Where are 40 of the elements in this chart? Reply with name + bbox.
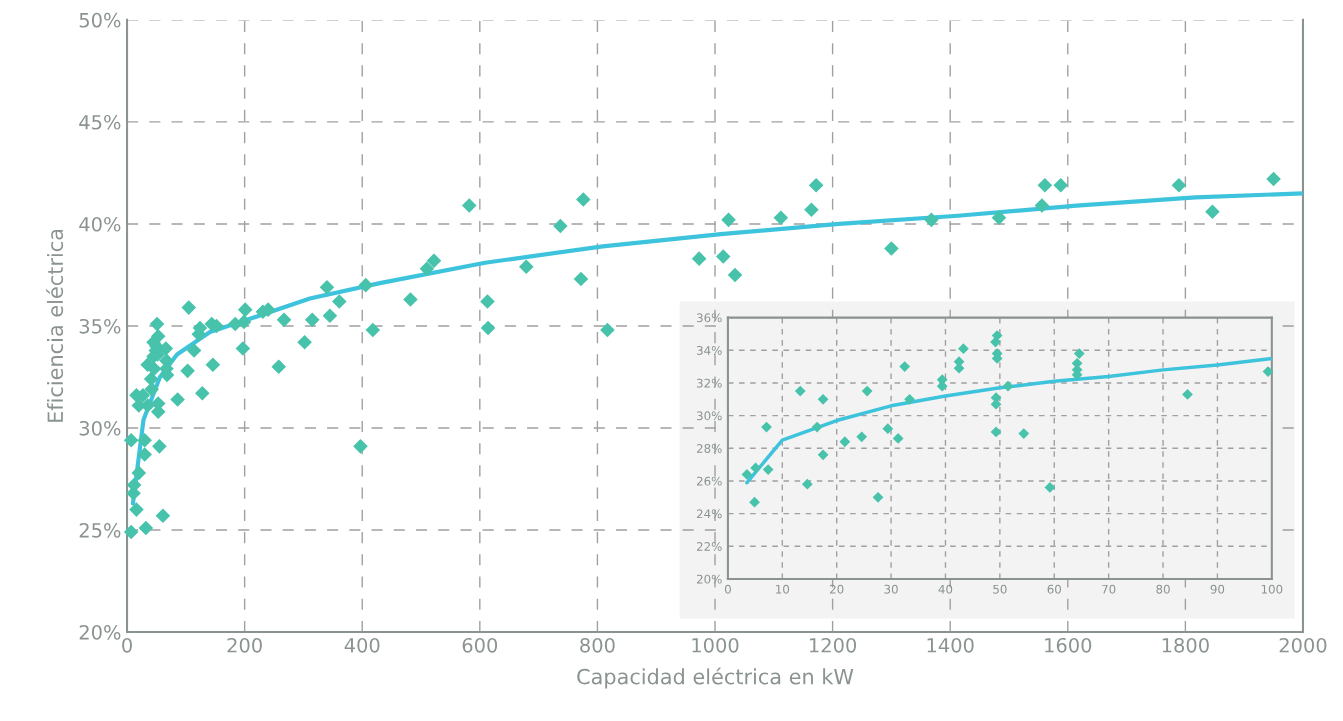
x-tick-label: 100 [1261,584,1283,594]
x-tick-label: 0 [122,637,132,653]
x-tick-label: 10 [776,584,790,594]
x-tick-label: 80 [1156,584,1170,594]
x-axis-title: Capacidad eléctrica en kW [577,667,854,689]
x-tick-label: 2000 [1279,637,1327,653]
x-tick-label: 50 [993,584,1007,594]
x-tick-label: 60 [1047,584,1061,594]
x-tick-label: 1600 [1045,637,1092,653]
y-tick-label: 32% [697,378,722,388]
y-tick-label: 50% [79,12,121,28]
y-tick-label: 35% [79,318,121,334]
y-tick-label: 34% [697,345,722,355]
x-tick-label: 1200 [810,637,857,653]
x-tick-label: 200 [227,637,262,653]
y-tick-label: 22% [696,542,722,551]
x-tick-label: 0 [724,584,731,594]
x-tick-label: 400 [344,637,380,653]
y-tick-label: 40% [79,216,121,232]
x-tick-label: 90 [1210,584,1225,594]
x-tick-label: 70 [1102,584,1116,594]
x-tick-label: 1400 [927,637,974,653]
y-tick-label: 30% [697,411,722,421]
y-tick-label: 24% [696,509,722,519]
y-tick-label: 25% [79,522,121,538]
y-tick-label: 45% [79,114,121,130]
x-tick-label: 20 [830,584,844,594]
y-tick-label: 20% [696,574,722,584]
x-tick-label: 600 [462,637,498,653]
y-tick-label: 26% [696,476,722,486]
x-tick-label: 1000 [692,637,739,653]
y-tick-label: 36% [697,313,722,323]
y-tick-label: 30% [79,420,121,436]
y-tick-label: 28% [696,444,722,453]
x-tick-label: 800 [580,637,615,653]
x-tick-label: 1800 [1162,637,1209,653]
x-tick-label: 40 [938,584,953,594]
x-tick-label: 30 [884,584,898,594]
y-axis-title: Eficiencia eléctrica [46,229,64,422]
y-tick-label: 20% [79,624,121,640]
